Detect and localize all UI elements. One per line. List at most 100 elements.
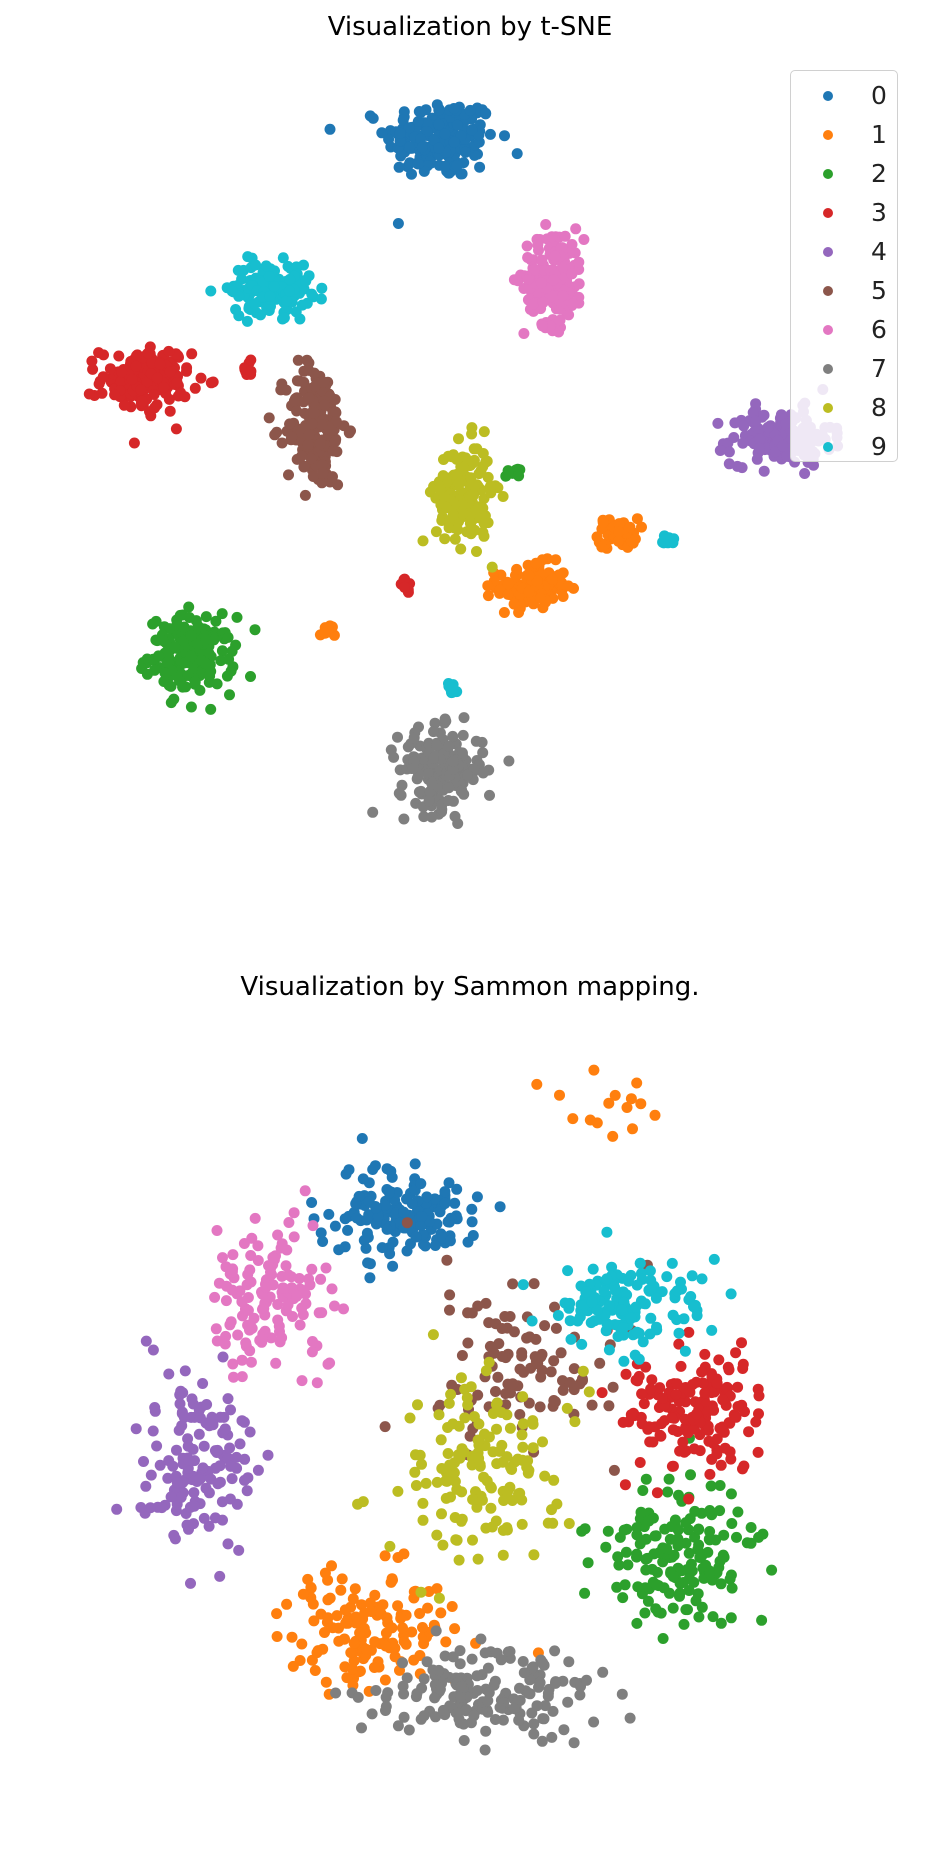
point-class-8 — [441, 502, 453, 514]
point-class-3 — [737, 1358, 749, 1370]
point-class-5 — [492, 1371, 504, 1383]
point-class-0 — [433, 142, 445, 154]
point-class-0 — [357, 1173, 369, 1185]
point-class-6 — [288, 1231, 300, 1243]
point-class-3 — [679, 1413, 691, 1425]
point-class-2 — [205, 703, 217, 715]
point-class-4 — [218, 1411, 230, 1423]
point-class-8 — [458, 1446, 470, 1458]
point-class-5 — [283, 469, 294, 481]
point-class-8 — [420, 1477, 432, 1489]
point-class-0 — [376, 1242, 388, 1254]
point-class-5 — [379, 1421, 391, 1433]
point-class-5 — [586, 1399, 598, 1411]
point-class-7 — [494, 1701, 506, 1713]
point-class-3 — [131, 350, 142, 362]
point-class-2 — [157, 635, 169, 647]
point-class-1 — [322, 1612, 334, 1624]
point-class-9 — [598, 1285, 610, 1297]
point-class-6 — [537, 296, 549, 308]
point-class-6 — [567, 298, 579, 310]
point-class-9 — [268, 281, 280, 292]
point-class-9 — [517, 1279, 529, 1291]
point-class-3 — [245, 354, 257, 366]
point-class-0 — [444, 1216, 455, 1228]
point-class-2 — [726, 1518, 738, 1529]
point-class-5 — [549, 1301, 560, 1313]
point-class-2 — [231, 611, 243, 623]
point-class-7 — [479, 1744, 491, 1756]
point-class-6 — [266, 1269, 277, 1280]
point-class-4 — [147, 1425, 159, 1437]
point-class-2 — [249, 624, 261, 636]
point-class-9 — [625, 1312, 637, 1324]
point-class-9 — [316, 282, 328, 294]
point-class-2 — [222, 631, 234, 643]
point-class-4 — [762, 421, 774, 433]
point-class-8 — [452, 524, 464, 536]
point-class-8 — [485, 1502, 497, 1514]
point-class-4 — [193, 1474, 205, 1486]
point-class-2 — [640, 1553, 652, 1565]
point-class-2 — [756, 1614, 768, 1626]
point-class-9 — [631, 1326, 643, 1338]
point-class-7 — [442, 795, 454, 806]
point-class-4 — [175, 1491, 187, 1503]
point-class-2 — [650, 1530, 662, 1542]
point-class-5 — [307, 471, 319, 482]
point-class-2 — [715, 1578, 727, 1590]
point-class-9 — [673, 1327, 685, 1339]
point-class-0 — [406, 1198, 418, 1210]
point-class-1 — [341, 1672, 353, 1684]
point-class-6 — [267, 1251, 279, 1263]
point-class-9 — [580, 1286, 592, 1298]
point-class-2 — [618, 1524, 630, 1536]
point-class-0 — [412, 116, 424, 127]
point-class-5 — [319, 399, 331, 411]
point-class-6 — [240, 1337, 252, 1349]
point-class-9 — [708, 1253, 720, 1265]
point-class-0 — [439, 160, 451, 172]
point-class-9 — [249, 298, 261, 310]
point-class-2 — [715, 1617, 727, 1629]
point-class-0 — [381, 1163, 393, 1175]
point-class-8 — [438, 454, 449, 465]
point-class-6 — [228, 1371, 239, 1383]
point-class-9 — [278, 312, 290, 324]
point-class-6 — [528, 298, 540, 310]
point-class-2 — [714, 1480, 726, 1491]
point-class-3 — [109, 389, 121, 401]
point-class-0 — [448, 136, 460, 148]
point-class-8 — [437, 1539, 449, 1551]
legend-marker-7 — [823, 364, 833, 374]
point-class-1 — [612, 535, 624, 547]
point-class-8 — [486, 561, 498, 573]
point-class-2 — [183, 612, 195, 623]
point-class-7 — [421, 1656, 433, 1668]
point-class-4 — [233, 1544, 245, 1556]
point-class-1 — [309, 1665, 321, 1676]
point-class-3 — [141, 376, 153, 388]
point-class-9 — [226, 285, 238, 297]
point-class-1 — [494, 584, 506, 596]
point-class-6 — [227, 1263, 239, 1275]
point-class-2 — [704, 1526, 716, 1537]
point-class-2 — [179, 657, 191, 669]
point-class-0 — [367, 112, 379, 124]
point-class-8 — [459, 1412, 471, 1424]
point-class-0 — [433, 104, 445, 116]
point-class-2 — [703, 1533, 715, 1545]
point-class-8 — [439, 533, 451, 545]
point-class-4 — [231, 1451, 242, 1463]
point-class-6 — [522, 274, 534, 285]
point-class-8 — [472, 1553, 484, 1565]
point-class-9 — [601, 1226, 613, 1238]
point-class-7 — [408, 732, 420, 744]
point-class-4 — [750, 415, 762, 427]
point-class-0 — [406, 168, 417, 180]
point-class-8 — [478, 1471, 490, 1483]
point-class-7 — [356, 1722, 367, 1734]
point-class-5 — [608, 1464, 620, 1476]
point-class-9 — [576, 1338, 588, 1350]
point-class-7 — [430, 1711, 441, 1723]
